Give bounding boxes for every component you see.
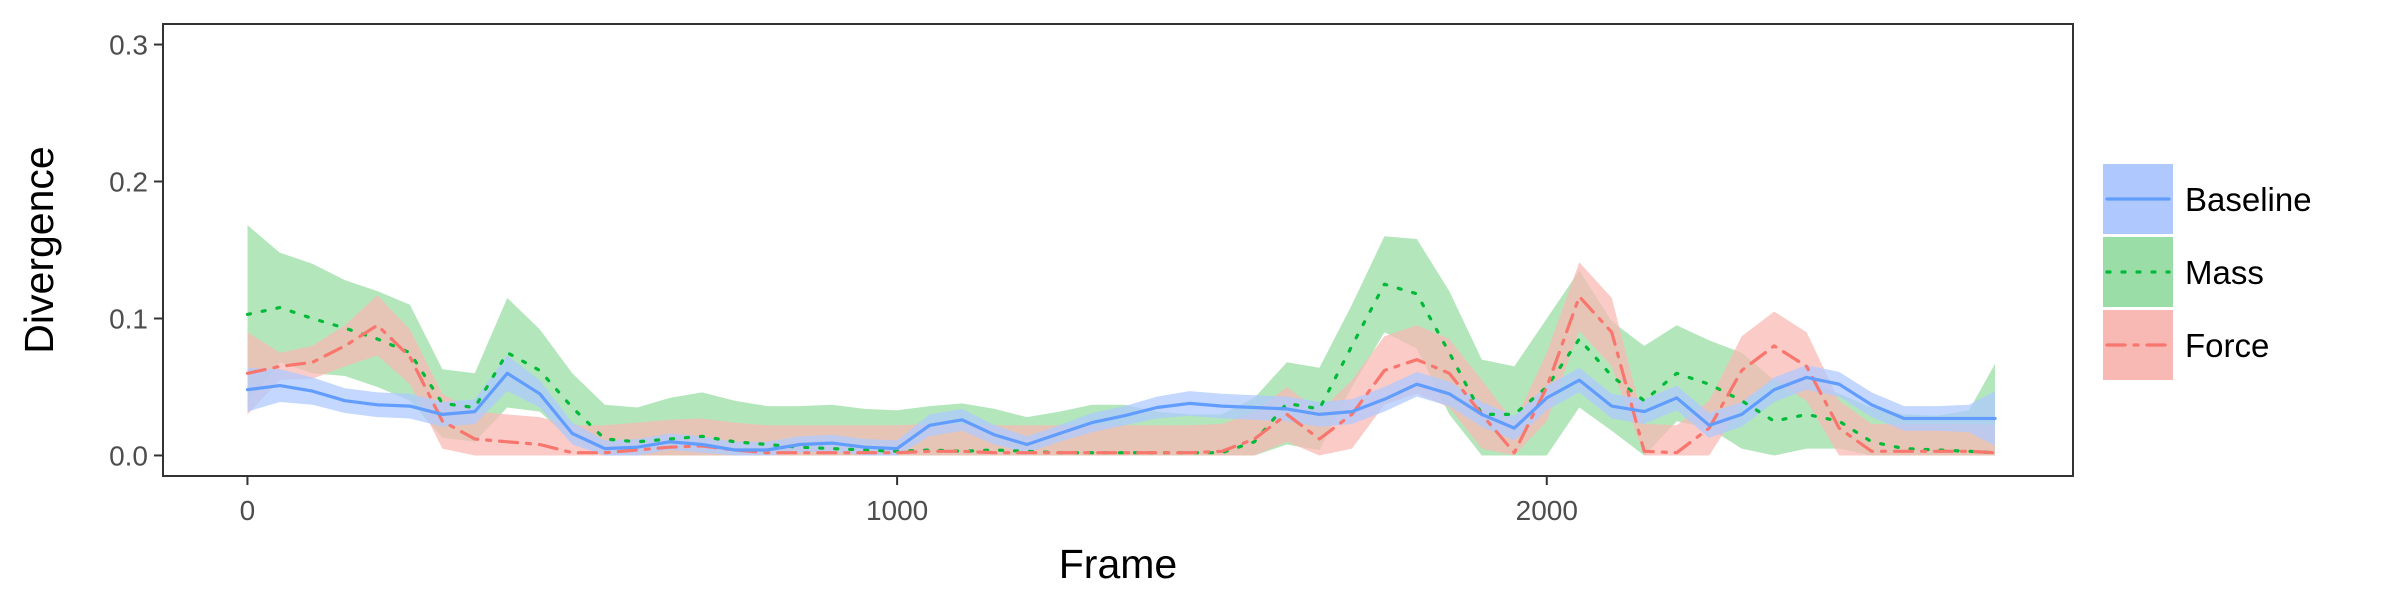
legend-item-force: Force	[2103, 310, 2269, 380]
mass-line	[245, 282, 1997, 455]
legend: Baseline Mass Force	[2103, 164, 2312, 380]
series-lines	[245, 282, 1997, 455]
x-tick-label: 0	[240, 495, 256, 526]
legend-label-mass: Mass	[2185, 254, 2264, 291]
y-tick-label: 0.2	[109, 167, 148, 198]
y-tick-label: 0.0	[109, 440, 148, 471]
legend-label-baseline: Baseline	[2185, 181, 2312, 218]
y-axis: 0.0 0.1 0.2 0.3	[109, 30, 163, 471]
force-line	[245, 295, 1997, 455]
y-axis-title: Divergence	[16, 146, 62, 353]
x-tick-label: 2000	[1516, 495, 1578, 526]
y-tick-label: 0.1	[109, 303, 148, 334]
x-axis-title: Frame	[1059, 541, 1177, 587]
baseline-confidence-band	[247, 355, 1995, 456]
panel-border	[162, 23, 2074, 477]
legend-item-baseline: Baseline	[2103, 164, 2312, 234]
legend-label-force: Force	[2185, 327, 2269, 364]
confidence-bands	[247, 225, 1995, 456]
y-tick-label: 0.3	[109, 30, 148, 61]
x-axis: 0 1000 2000	[240, 476, 1578, 526]
legend-item-mass: Mass	[2103, 237, 2264, 307]
x-tick-label: 1000	[866, 495, 928, 526]
baseline-line	[245, 371, 1997, 452]
